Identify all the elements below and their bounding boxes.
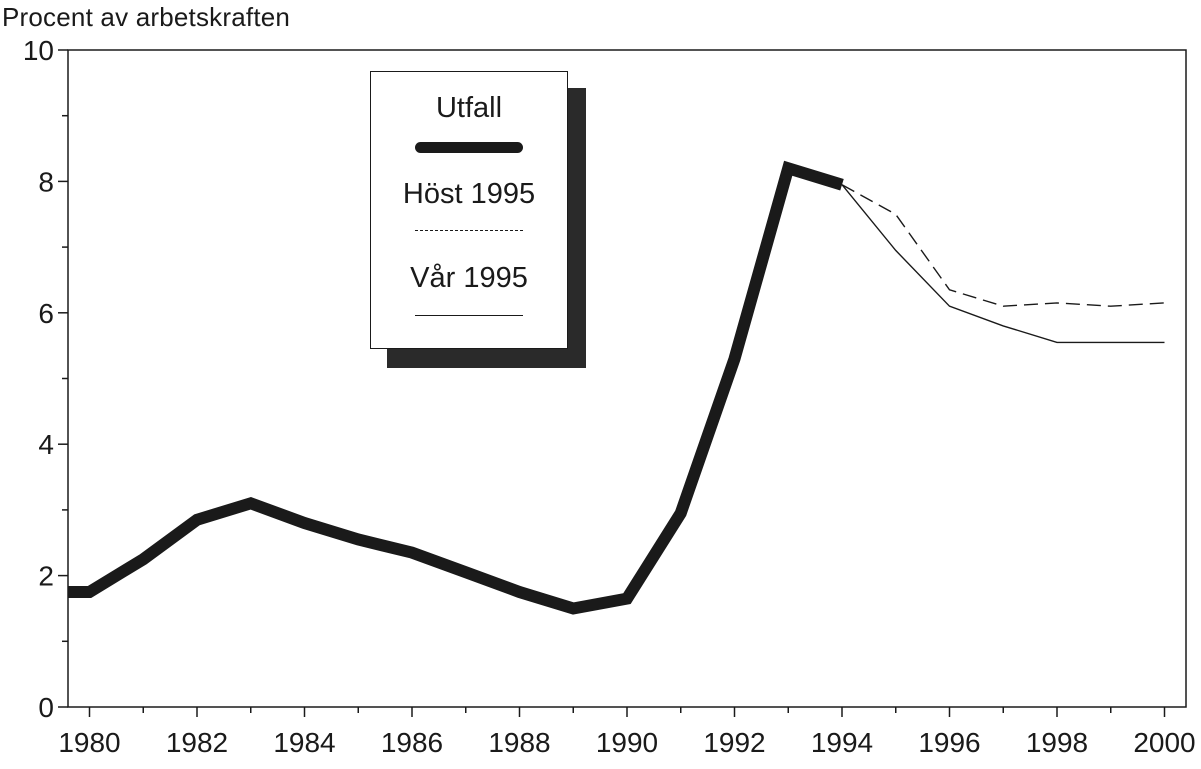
- legend-label-var-1995: Vår 1995: [410, 262, 528, 294]
- x-tick-label: 1986: [381, 727, 443, 758]
- x-tick-label: 1994: [811, 727, 873, 758]
- x-tick-label: 1988: [488, 727, 550, 758]
- series-line-höst-1995: [841, 184, 1165, 307]
- y-tick-label: 10: [23, 35, 54, 66]
- y-tick-label: 2: [38, 561, 54, 592]
- x-tick-label: 1984: [273, 727, 335, 758]
- x-tick-label: 2000: [1133, 727, 1195, 758]
- legend-swatch-var-1995: [415, 315, 523, 316]
- x-tick-label: 1990: [596, 727, 658, 758]
- series-line-vår-1995: [841, 184, 1165, 344]
- legend-label-utfall: Utfall: [435, 92, 503, 124]
- legend-label-host-1995: Höst 1995: [402, 178, 536, 210]
- y-tick-label: 0: [38, 692, 54, 723]
- plot-frame: [67, 49, 1187, 708]
- legend-swatch-host-1995: [415, 230, 523, 231]
- x-tick-label: 1992: [703, 727, 765, 758]
- x-tick-label: 1998: [1026, 727, 1088, 758]
- x-tick-label: 1982: [166, 727, 228, 758]
- legend: Utfall Höst 1995 Vår 1995: [370, 71, 568, 349]
- x-tick-label: 1996: [918, 727, 980, 758]
- x-tick-label: 1980: [58, 727, 120, 758]
- series-line-utfall: [68, 160, 844, 615]
- y-tick-label: 6: [38, 298, 54, 329]
- y-tick-label: 4: [38, 429, 54, 460]
- y-tick-label: 8: [38, 166, 54, 197]
- y-axis-title: Procent av arbetskraften: [2, 2, 291, 32]
- legend-swatch-utfall: [415, 142, 523, 153]
